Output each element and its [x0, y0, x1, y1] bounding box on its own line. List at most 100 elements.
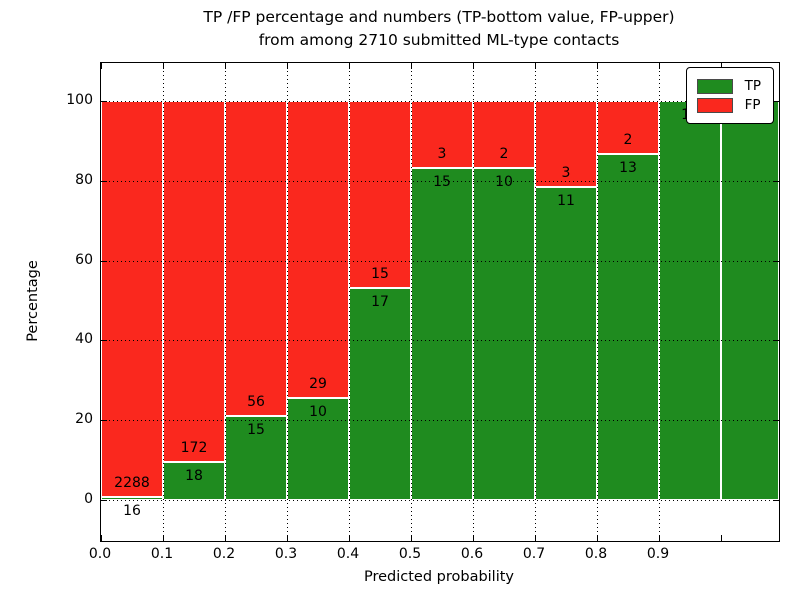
x-tick-mark	[163, 63, 164, 69]
gridline-vertical	[535, 63, 536, 541]
legend-label-tp: TP	[744, 78, 761, 94]
bar-separator	[720, 101, 722, 500]
gridline-vertical	[597, 63, 598, 541]
bar-segment-fp	[287, 101, 349, 398]
y-tick-label: 60	[75, 251, 93, 268]
tp-count-label: 10	[495, 173, 513, 190]
y-tick-mark	[773, 420, 779, 422]
x-tick-mark	[287, 63, 288, 69]
legend: TP FP	[685, 67, 774, 124]
bar-segment-tp	[411, 167, 473, 500]
y-tick-label: 0	[84, 491, 93, 507]
y-axis-label: Percentage	[25, 260, 41, 342]
tp-count-label: 18	[185, 468, 203, 485]
fp-legend-swatch-icon	[696, 97, 733, 113]
x-tick-label: 0.6	[460, 546, 484, 562]
bar-segment-fp	[101, 101, 163, 498]
x-tick-label: 0.3	[274, 546, 298, 562]
fp-count-label: 56	[247, 393, 265, 410]
bar-segment-tp	[473, 167, 535, 500]
x-tick-mark	[225, 63, 226, 69]
y-tick-mark	[773, 340, 779, 342]
gridline-vertical	[659, 63, 660, 541]
tp-count-label: 17	[371, 294, 389, 311]
fp-count-label: 3	[437, 145, 447, 162]
tp-legend-swatch-icon	[696, 78, 733, 94]
bar-segment-tp	[349, 288, 411, 500]
y-tick-mark	[773, 260, 779, 262]
bar-segment-fp	[225, 101, 287, 416]
fp-count-label: 3	[561, 164, 571, 181]
y-tick-mark	[101, 101, 107, 102]
x-tick-mark	[349, 535, 350, 541]
x-tick-mark	[411, 63, 412, 69]
y-tick-mark	[101, 340, 107, 342]
x-tick-mark	[473, 63, 474, 69]
tp-count-label: 15	[433, 173, 451, 190]
bar-segment-fp	[535, 101, 597, 187]
tp-count-label: 13	[619, 160, 637, 177]
gridline-vertical	[287, 63, 288, 541]
x-tick-label: 0.0	[88, 546, 112, 562]
x-tick-mark	[411, 535, 412, 541]
x-tick-mark	[163, 535, 164, 541]
gridline-vertical	[411, 63, 412, 541]
y-tick-mark	[773, 180, 779, 182]
chart-title-line-1: TP /FP percentage and numbers (TP-bottom…	[203, 8, 675, 26]
gridline-vertical	[473, 63, 474, 541]
x-tick-mark	[287, 535, 288, 541]
x-tick-mark	[535, 63, 536, 69]
x-tick-mark	[349, 63, 350, 69]
y-tick-label: 20	[75, 411, 93, 428]
y-tick-label: 40	[75, 331, 93, 348]
x-tick-label: 0.9	[646, 546, 670, 562]
gridline-vertical	[225, 63, 226, 541]
y-tick-mark	[773, 500, 779, 501]
tp-count-label: 10	[309, 403, 327, 420]
tp-count-label: 11	[557, 192, 575, 209]
y-tick-mark	[773, 101, 779, 102]
fp-count-label: 29	[309, 375, 327, 392]
fp-count-label: 2	[499, 145, 509, 162]
gridline-horizontal	[101, 260, 779, 262]
gridline-horizontal	[101, 101, 779, 102]
x-tick-mark	[535, 535, 536, 541]
x-axis-label: Predicted probability	[363, 569, 515, 585]
gridline-horizontal	[101, 500, 779, 501]
x-tick-mark	[659, 535, 660, 541]
legend-label-fp: FP	[744, 97, 761, 113]
y-tick-label: 80	[75, 171, 93, 188]
fp-count-label: 15	[371, 266, 389, 283]
x-tick-label: 0.4	[336, 546, 360, 562]
y-tick-mark	[101, 180, 107, 182]
x-tick-mark	[721, 535, 722, 541]
bar-segment-fp	[163, 101, 225, 463]
x-tick-mark	[101, 63, 102, 69]
bar-segment-fp	[597, 101, 659, 155]
bar-segment-tp	[535, 186, 597, 500]
gridline-horizontal	[101, 340, 779, 342]
gridline-horizontal	[101, 180, 779, 182]
legend-entry-fp: FP	[696, 97, 761, 113]
x-tick-mark	[225, 535, 226, 541]
fp-count-label: 172	[180, 440, 208, 457]
fp-count-label: 2	[623, 132, 633, 149]
x-tick-mark	[597, 63, 598, 69]
gridline-vertical	[163, 63, 164, 541]
x-tick-label: 0.1	[150, 546, 174, 562]
legend-entry-tp: TP	[696, 78, 761, 94]
tp-count-label: 15	[247, 421, 265, 438]
bar-segment-tp	[659, 101, 779, 500]
gridline-horizontal	[101, 420, 779, 422]
y-tick-label: 100	[66, 92, 93, 108]
fp-count-label: 2288	[114, 475, 150, 492]
chart-title-line-2: from among 2710 submitted ML-type contac…	[258, 31, 620, 49]
x-tick-mark	[597, 535, 598, 541]
plot-area: TP FP 2288 16 172 18 56 15 29 10 15 17 3 15 2 10 3 11 2 1…	[100, 62, 780, 542]
bar-segment-tp	[597, 154, 659, 500]
x-tick-mark	[101, 535, 102, 541]
x-tick-mark	[721, 63, 722, 69]
x-tick-mark	[473, 535, 474, 541]
x-tick-label: 0.2	[212, 546, 236, 562]
